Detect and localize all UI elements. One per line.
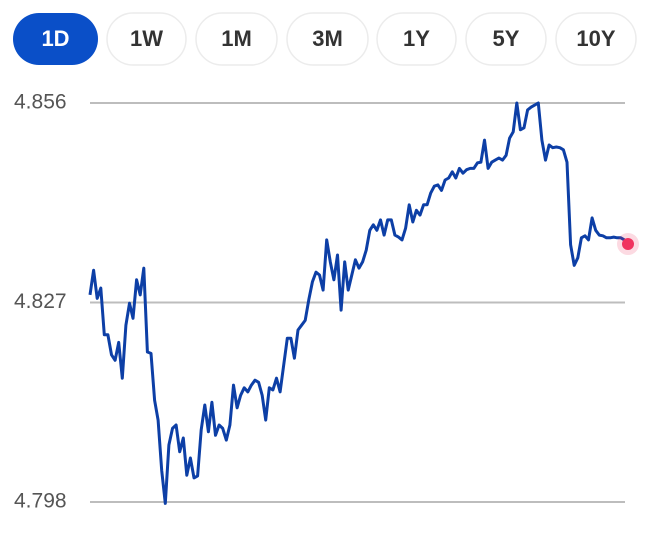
range-button-label[interactable]: 3M xyxy=(312,26,343,51)
y-tick-label: 4.856 xyxy=(14,91,67,114)
range-button[interactable] xyxy=(195,12,278,66)
end-point xyxy=(622,238,634,251)
range-button-label[interactable]: 1M xyxy=(221,26,252,51)
range-button-label[interactable]: 1D xyxy=(41,26,69,51)
range-button-label[interactable]: 5Y xyxy=(493,26,520,51)
range-button-label[interactable]: 1Y xyxy=(403,26,430,51)
range-button-label[interactable]: 1W xyxy=(130,26,163,51)
y-tick-label: 4.827 xyxy=(14,290,67,313)
range-button[interactable] xyxy=(555,12,637,66)
price-line xyxy=(88,101,630,505)
range-button-label[interactable]: 10Y xyxy=(576,26,615,51)
range-button[interactable] xyxy=(13,13,98,65)
range-button[interactable] xyxy=(106,12,187,66)
range-button[interactable] xyxy=(286,12,369,66)
y-tick-label: 4.798 xyxy=(14,490,67,513)
range-button[interactable] xyxy=(465,12,547,66)
range-button[interactable] xyxy=(376,12,457,66)
